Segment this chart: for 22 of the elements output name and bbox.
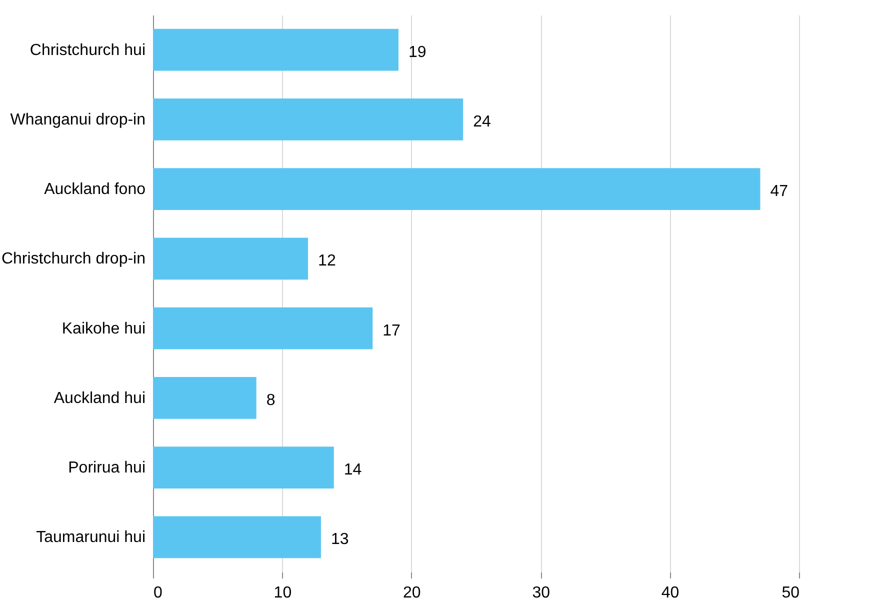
data-label: 12	[318, 252, 336, 270]
y-tick-label: Auckland hui	[54, 390, 146, 407]
x-tick-label: 20	[403, 584, 421, 602]
y-tick-label: Porirua hui	[68, 460, 146, 477]
data-label: 47	[770, 183, 788, 200]
x-tick-label: 0	[154, 584, 162, 602]
x-tick-label: 50	[782, 584, 800, 602]
data-label: 17	[382, 322, 401, 340]
data-label: 19	[408, 44, 426, 61]
data-label: 24	[473, 113, 491, 130]
x-tick-label: 10	[274, 584, 292, 602]
data-label: 8	[266, 392, 276, 409]
y-tick-label: Christchurch drop-in	[1, 250, 146, 268]
x-tick-label: 30	[532, 584, 550, 602]
y-tick-label: Auckland fono	[44, 181, 146, 198]
y-tick-label: Christchurch hui	[30, 42, 146, 59]
y-tick-label: Taumarunui hui	[36, 529, 146, 546]
data-label: 14	[344, 462, 362, 479]
data-label: 13	[330, 531, 349, 548]
x-tick-label: 40	[661, 584, 680, 602]
y-tick-label: Kaikohe hui	[62, 320, 146, 338]
y-tick-label: Whanganui drop-in	[10, 111, 146, 128]
